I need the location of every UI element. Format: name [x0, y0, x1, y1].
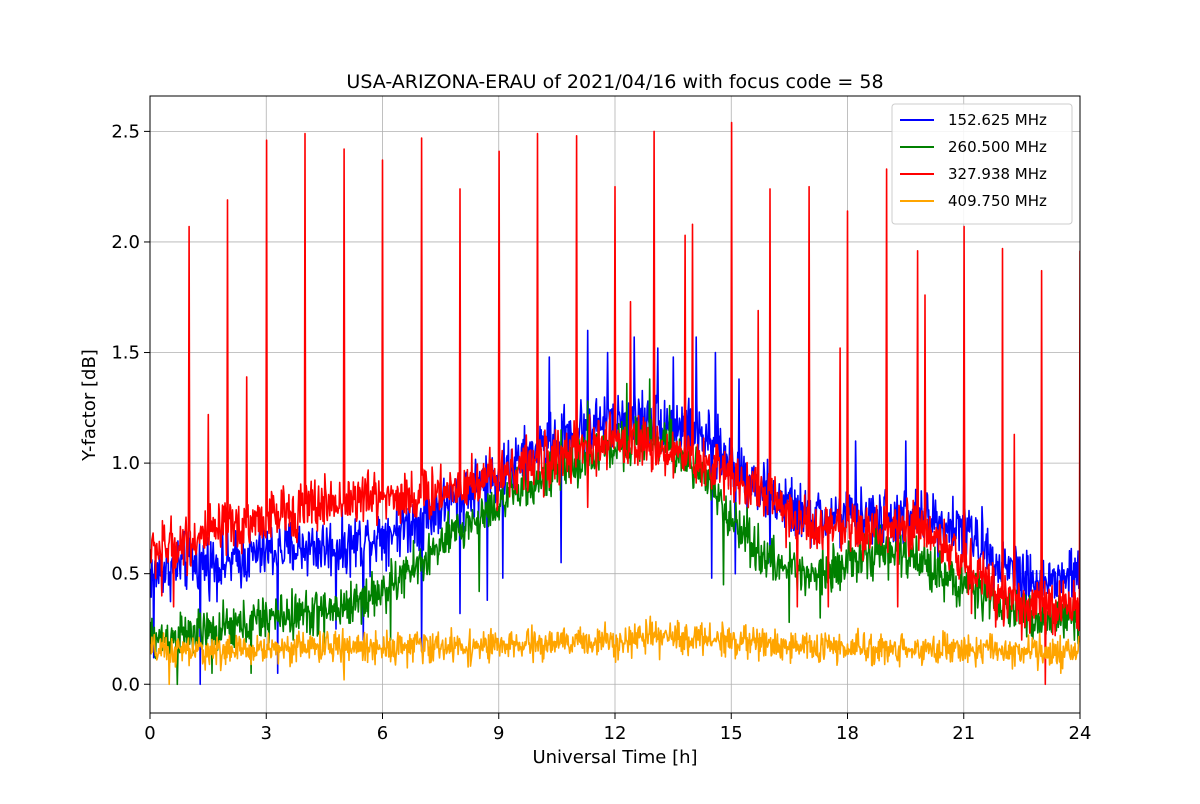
legend-label: 152.625 MHz	[948, 111, 1047, 129]
x-tick-label: 18	[836, 723, 859, 744]
x-tick-label: 15	[720, 723, 743, 744]
legend-label: 260.500 MHz	[948, 138, 1047, 156]
series-line-409-750-mhz	[150, 615, 1080, 686]
series-layer	[150, 121, 1080, 686]
legend: 152.625 MHz 260.500 MHz 327.938 MHz 409.750…	[891, 103, 1073, 225]
y-tick-label: 1.5	[111, 343, 140, 364]
x-tick-label: 3	[261, 723, 272, 744]
x-tick-label: 24	[1069, 723, 1092, 744]
legend-box	[891, 103, 1073, 225]
series-line-327-938-mhz	[150, 121, 1080, 686]
y-axis-label: Y-factor [dB]	[79, 349, 100, 462]
y-tick-label: 0.0	[111, 674, 140, 695]
x-axis-label: Universal Time [h]	[532, 747, 697, 768]
y-tick-label: 2.5	[111, 121, 140, 142]
chart-title: USA-ARIZONA-ERAU of 2021/04/16 with focu…	[346, 71, 883, 93]
ticks: 0 3 6 9 12 15 18 21 24 0.0 0.5 1.0 1.5 2.0 2.5	[111, 121, 1091, 744]
series-line-260-500-mhz	[150, 378, 1080, 686]
y-tick-label: 1.0	[111, 453, 140, 474]
x-tick-label: 0	[144, 723, 155, 744]
legend-label: 327.938 MHz	[948, 165, 1047, 183]
x-tick-label: 6	[377, 723, 388, 744]
y-tick-label: 0.5	[111, 564, 140, 585]
x-tick-label: 21	[952, 723, 975, 744]
x-tick-label: 9	[493, 723, 504, 744]
x-tick-label: 12	[604, 723, 627, 744]
legend-label: 409.750 MHz	[948, 192, 1047, 210]
y-tick-label: 2.0	[111, 232, 140, 253]
